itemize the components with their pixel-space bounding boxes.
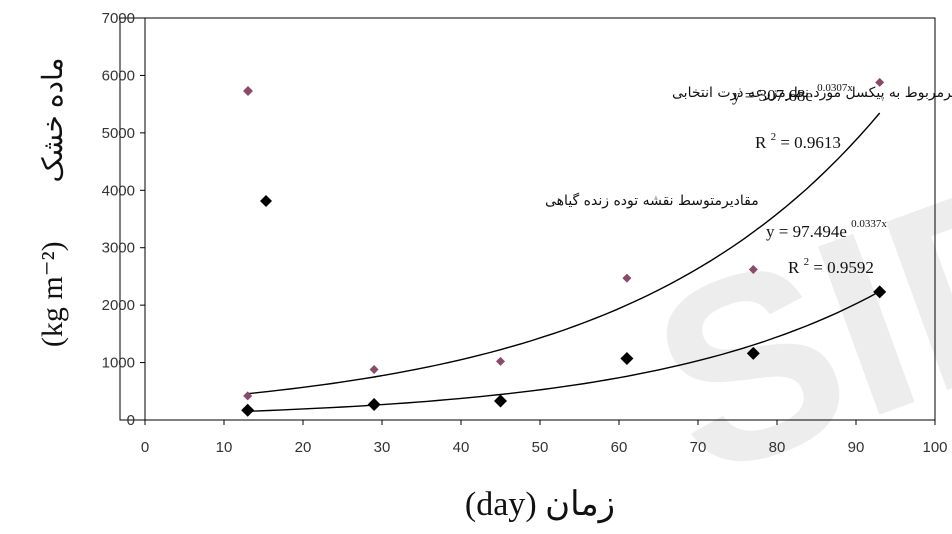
legend-label-map-values: مقادیرمتوسط نقشه توده زنده گیاهی: [545, 192, 759, 209]
x-tick-label: 60: [611, 439, 628, 456]
y-tick-label: 1000: [102, 355, 135, 372]
y-tick-label: 2000: [102, 297, 135, 314]
trend-r2-1-value: = 0.9613: [780, 133, 841, 152]
point-series-1: [496, 356, 505, 366]
y-tick-label: 7000: [102, 10, 135, 27]
y-tick-label: 5000: [102, 125, 135, 142]
point-series-2: [494, 394, 507, 408]
y-tick-label: 3000: [102, 240, 135, 257]
y-ticks: 0 1000 2000 3000 4000 5000 6000 7000: [102, 10, 145, 429]
point-series-1: [875, 77, 885, 87]
trend-equation-1: y = 307.68e 0.0307x R 2 = 0.9613: [732, 82, 853, 152]
y-axis-title: (kg m⁻²) ماده خشک: [33, 57, 70, 347]
point-series-2: [620, 352, 634, 366]
trendline-series-2: [247, 290, 881, 412]
x-ticks: 0 10 20 30 40 50 60 70 80 90 100: [141, 420, 948, 456]
x-tick-label: 90: [848, 439, 865, 456]
point-series-2: [367, 397, 381, 411]
point-series-1: [748, 265, 758, 275]
trend-r2-1-prefix: R: [755, 133, 767, 152]
legend-label-pixel-values: مقادیرمربوط به پیکسل مورد نظرمزرعه ذرت ا…: [672, 85, 952, 101]
legend-marker-pixel-values: [243, 86, 253, 96]
y-axis-title-text: ماده خشک: [38, 57, 69, 182]
point-series-1: [369, 364, 379, 374]
x-tick-label: 20: [295, 439, 312, 456]
trend-equation-2-exponent: 0.0337x: [851, 218, 887, 230]
y-tick-label: 6000: [102, 67, 135, 84]
legend-marker-map-values: [260, 195, 272, 207]
point-series-1: [243, 391, 253, 401]
trend-equation-2-prefix: y = 97.494e: [766, 222, 847, 241]
x-tick-label: 70: [690, 439, 707, 456]
x-tick-label: 40: [453, 439, 470, 456]
point-series-1: [622, 273, 632, 283]
trend-equation-1-exponent: 0.0307x: [817, 82, 853, 94]
y-axis-title-unit: (kg m⁻²): [36, 241, 69, 347]
point-series-2: [746, 346, 760, 360]
svg-text:y = 97.494e 0.0337x: y = 97.494e 0.0337x: [766, 218, 887, 241]
legend: مقادیرمربوط به پیکسل مورد نظرمزرعه ذرت ا…: [243, 85, 952, 209]
point-series-2: [241, 403, 255, 417]
trend-equation-2: y = 97.494e 0.0337x R 2 = 0.9592: [766, 218, 887, 277]
trend-r2-2-value: = 0.9592: [813, 258, 874, 277]
svg-text:R 2 = 0.9613: R 2 = 0.9613: [755, 125, 841, 152]
trendline-series-1: [247, 112, 881, 395]
x-tick-label: 30: [374, 439, 391, 456]
svg-text:R 2 = 0.9592: R 2 = 0.9592: [788, 250, 874, 277]
legend-entry-pixel-values: مقادیرمربوط به پیکسل مورد نظرمزرعه ذرت ا…: [243, 85, 952, 101]
x-axis-title: زمان (day): [465, 486, 615, 524]
x-tick-label: 0: [141, 439, 149, 456]
y-tick-label: 0: [127, 412, 135, 429]
plot-area: 0 1000 2000 3000 4000 5000 6000 7000 0 10 20 30 40 5…: [102, 10, 948, 456]
y-tick-label: 4000: [102, 182, 135, 199]
legend-entry-map-values: مقادیرمتوسط نقشه توده زنده گیاهی: [260, 192, 759, 209]
svg-text:y = 307.68e 0.0307x: y = 307.68e 0.0307x: [732, 82, 853, 105]
point-series-2: [873, 285, 887, 299]
x-tick-label: 100: [922, 439, 947, 456]
trend-r2-2-prefix: R: [788, 258, 800, 277]
trendlines: [247, 112, 881, 412]
data-points: [241, 77, 887, 417]
x-tick-label: 50: [532, 439, 549, 456]
x-tick-label: 80: [769, 439, 786, 456]
x-tick-label: 10: [216, 439, 233, 456]
watermark: SID: [620, 112, 952, 533]
trend-equation-1-prefix: y = 307.68e: [732, 86, 813, 105]
svg-text:(kg m⁻²) ماده خشک: (kg m⁻²) ماده خشک: [33, 57, 70, 347]
